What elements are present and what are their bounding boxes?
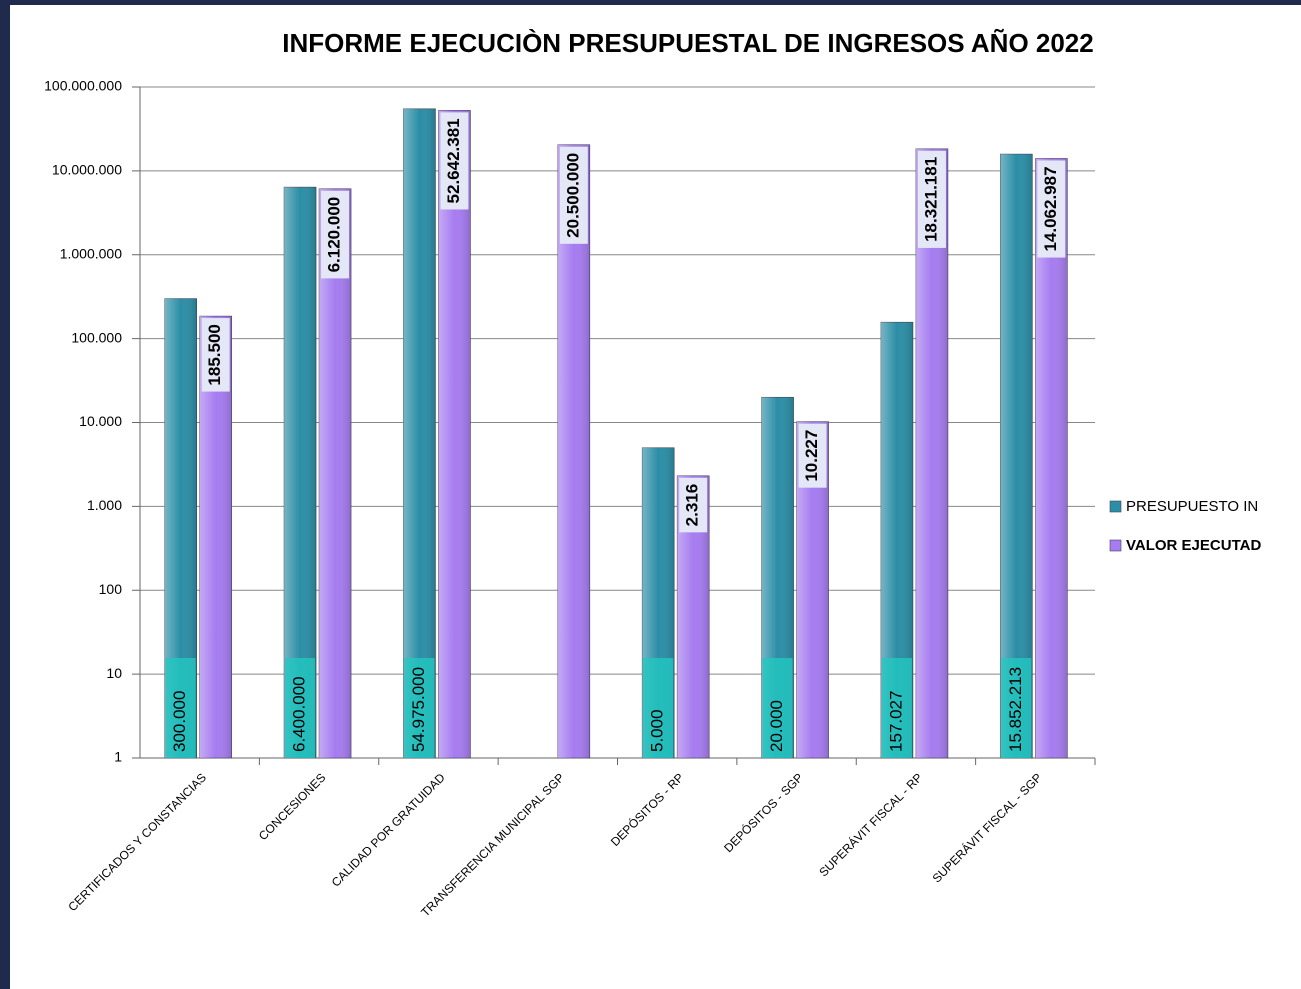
data-label: 6.120.000 [325,197,344,273]
data-label: 54.975.000 [409,667,428,752]
y-tick-label: 100.000 [71,329,122,345]
data-label: 5.000 [648,709,667,752]
label-box [440,112,469,210]
legend-label: PRESUPUESTO IN [1126,498,1258,515]
label-box [679,477,708,533]
label-box [165,658,196,758]
bar-shine [557,144,590,759]
data-label: 14.062.987 [1041,166,1060,251]
data-label: 6.400.000 [290,676,309,752]
bar-shine [319,188,352,758]
data-label: 300.000 [170,691,189,752]
bar-shine [403,108,436,758]
data-label: 10.227 [802,430,821,482]
y-tick-label: 100.000.000 [44,78,122,94]
label-box [881,658,912,758]
bar-shine [915,148,948,759]
label-box [762,658,793,758]
label-box [917,150,946,248]
bar-shine [1035,158,1068,759]
chart-title: INFORME EJECUCIÒN PRESUPUESTAL DE INGRES… [282,28,1093,58]
y-tick-label: 10.000.000 [52,162,122,178]
data-label: 2.316 [683,484,702,527]
y-tick-label: 10.000 [79,413,122,429]
y-tick-label: 1 [114,749,122,765]
data-label: 20.000 [767,700,786,752]
label-box [285,658,316,758]
data-label: 15.852.213 [1006,667,1025,752]
label-box [201,318,230,392]
data-label: 20.500.000 [563,153,582,238]
label-box [559,146,588,244]
label-box [643,658,674,758]
y-tick-label: 100 [99,581,123,597]
label-box [404,658,435,758]
data-label: 52.642.381 [444,118,463,203]
bar-shine [1000,154,1033,758]
label-box [798,423,827,488]
legend-label: VALOR EJECUTAD [1126,537,1261,554]
bar-shine [438,110,471,758]
data-label: 157.027 [886,691,905,752]
legend-swatch [1109,500,1122,513]
legend-swatch [1109,539,1122,552]
label-box [321,190,350,279]
data-label: 18.321.181 [921,157,940,242]
y-tick-label: 1.000.000 [60,245,122,261]
y-tick-label: 10 [106,665,122,681]
label-box [1037,160,1066,258]
y-tick-label: 1.000 [87,497,122,513]
data-label: 185.500 [205,324,224,385]
label-box [1001,658,1032,758]
